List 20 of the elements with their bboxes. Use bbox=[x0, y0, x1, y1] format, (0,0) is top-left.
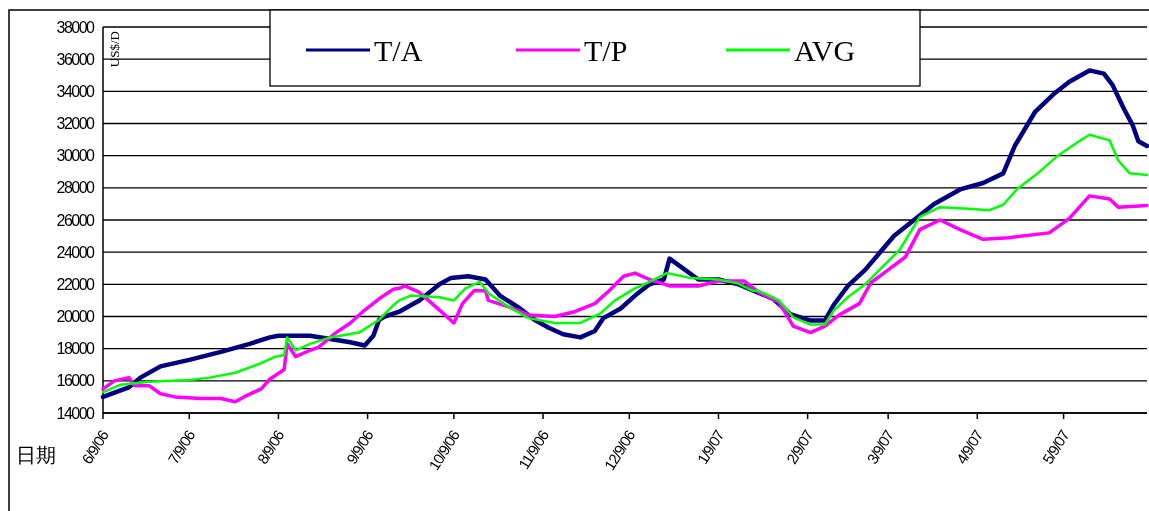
legend-label: AVG bbox=[794, 33, 856, 67]
y-tick-label: 18000 bbox=[56, 340, 96, 358]
y-tick-label: 14000 bbox=[56, 404, 96, 422]
y-tick-label: 34000 bbox=[56, 82, 96, 100]
x-axis-title: 日期 bbox=[16, 443, 56, 467]
y-tick-label: 22000 bbox=[56, 275, 96, 293]
legend-label: T/A bbox=[374, 33, 423, 67]
y-tick-label: 20000 bbox=[56, 308, 96, 326]
line-series bbox=[101, 133, 1149, 394]
y-tick-label: 36000 bbox=[56, 50, 96, 68]
y-axis-title: US$/D bbox=[107, 31, 122, 68]
y-tick-label: 30000 bbox=[56, 147, 96, 165]
legend-label: T/P bbox=[584, 33, 628, 67]
y-tick-label: 16000 bbox=[56, 372, 96, 390]
y-tick-label: 38000 bbox=[56, 18, 96, 36]
y-tick-label: 32000 bbox=[56, 115, 96, 133]
y-tick-label: 24000 bbox=[56, 243, 96, 261]
line-series bbox=[101, 194, 1149, 404]
y-tick-label: 26000 bbox=[56, 211, 96, 229]
y-tick-label: 28000 bbox=[56, 179, 96, 197]
